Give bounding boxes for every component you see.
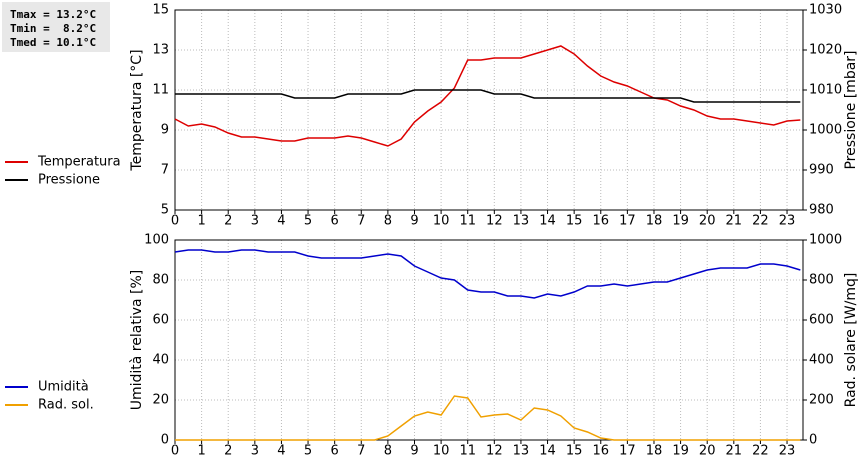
- y2-tick-label: 1020: [809, 43, 842, 58]
- y-tick-label: 20: [152, 393, 169, 408]
- y-tick-label: 9: [161, 123, 169, 138]
- x-tick-label: 5: [304, 214, 312, 229]
- plot-frame: [174, 239, 804, 441]
- x-tick-label: 6: [331, 444, 339, 459]
- x-tick-label: 16: [592, 444, 609, 459]
- y-tick-label: 13: [152, 43, 169, 58]
- x-tick-label: 10: [433, 444, 450, 459]
- y-tick-label: 40: [152, 353, 169, 368]
- y-axis-label: Temperatura [°C]: [129, 49, 145, 171]
- x-tick-label: 21: [726, 444, 743, 459]
- x-tick-label: 20: [699, 214, 716, 229]
- y2-tick-label: 400: [809, 353, 834, 368]
- x-tick-label: 0: [171, 444, 179, 459]
- y-tick-label: 100: [144, 233, 169, 248]
- x-tick-label: 11: [459, 444, 476, 459]
- x-tick-label: 8: [384, 444, 392, 459]
- x-tick-label: 19: [672, 444, 689, 459]
- y-tick-label: 80: [152, 273, 169, 288]
- x-tick-label: 7: [357, 214, 365, 229]
- x-tick-label: 21: [726, 214, 743, 229]
- x-tick-label: 2: [224, 444, 232, 459]
- series-line: [174, 249, 801, 299]
- y2-tick-label: 1030: [809, 3, 842, 18]
- series-line: [175, 395, 801, 441]
- legend-label: Umidità: [38, 380, 89, 395]
- x-tick-label: 9: [410, 444, 418, 459]
- x-tick-label: 23: [779, 444, 796, 459]
- x-tick-label: 3: [251, 214, 259, 229]
- x-tick-label: 12: [486, 214, 503, 229]
- x-tick-label: 23: [779, 214, 796, 229]
- y-tick-label: 5: [161, 203, 169, 218]
- x-tick-label: 3: [251, 444, 259, 459]
- x-tick-label: 14: [539, 214, 556, 229]
- stat: Tmin = 8.2°C: [10, 22, 96, 35]
- y-tick-label: 11: [152, 83, 169, 98]
- x-tick-label: 1: [197, 214, 205, 229]
- y2-tick-label: 800: [809, 273, 834, 288]
- y2-axis-label: Rad. solare [W/mq]: [843, 273, 859, 408]
- y2-tick-label: 200: [809, 393, 834, 408]
- x-tick-label: 19: [672, 214, 689, 229]
- y-axis-label: Umidità relativa [%]: [129, 270, 145, 411]
- legend-label: Rad. sol.: [38, 398, 94, 413]
- x-tick-label: 1: [197, 444, 205, 459]
- y2-tick-label: 1000: [809, 123, 842, 138]
- x-tick-label: 2: [224, 214, 232, 229]
- series-line: [175, 89, 801, 103]
- stat: Tmed = 10.1°C: [10, 36, 96, 49]
- x-tick-label: 14: [539, 444, 556, 459]
- legend-label: Pressione: [38, 173, 100, 188]
- y2-tick-label: 0: [809, 433, 817, 448]
- x-tick-label: 18: [646, 444, 663, 459]
- x-tick-label: 4: [277, 444, 285, 459]
- stats-box: [2, 2, 110, 52]
- x-tick-label: 16: [592, 214, 609, 229]
- x-tick-label: 22: [752, 444, 769, 459]
- y2-tick-label: 600: [809, 313, 834, 328]
- y2-axis-label: Pressione [mbar]: [843, 50, 859, 169]
- y-tick-label: 15: [152, 3, 169, 18]
- plot-area: [175, 10, 803, 210]
- x-tick-label: 13: [513, 444, 530, 459]
- y2-tick-label: 980: [809, 203, 834, 218]
- x-tick-label: 20: [699, 444, 716, 459]
- series-line: [174, 45, 801, 147]
- stat: Tmax = 13.2°C: [10, 8, 96, 21]
- y2-tick-label: 1010: [809, 83, 842, 98]
- x-tick-label: 15: [566, 444, 583, 459]
- y-tick-label: 60: [152, 313, 169, 328]
- x-tick-label: 13: [513, 214, 530, 229]
- x-tick-label: 17: [619, 444, 636, 459]
- x-tick-label: 4: [277, 214, 285, 229]
- x-tick-label: 10: [433, 214, 450, 229]
- x-tick-label: 0: [171, 214, 179, 229]
- x-tick-label: 5: [304, 444, 312, 459]
- x-tick-label: 7: [357, 444, 365, 459]
- legend-label: Temperatura: [37, 155, 121, 170]
- x-tick-label: 15: [566, 214, 583, 229]
- x-tick-label: 8: [384, 214, 392, 229]
- y-tick-label: 7: [161, 163, 169, 178]
- x-tick-label: 6: [331, 214, 339, 229]
- x-tick-label: 12: [486, 444, 503, 459]
- x-tick-label: 17: [619, 214, 636, 229]
- x-tick-label: 18: [646, 214, 663, 229]
- x-tick-label: 22: [752, 214, 769, 229]
- y2-tick-label: 990: [809, 163, 834, 178]
- y2-tick-label: 1000: [809, 233, 842, 248]
- y-tick-label: 0: [161, 433, 169, 448]
- x-tick-label: 11: [459, 214, 476, 229]
- x-tick-label: 9: [410, 214, 418, 229]
- plot-frame: [174, 9, 804, 211]
